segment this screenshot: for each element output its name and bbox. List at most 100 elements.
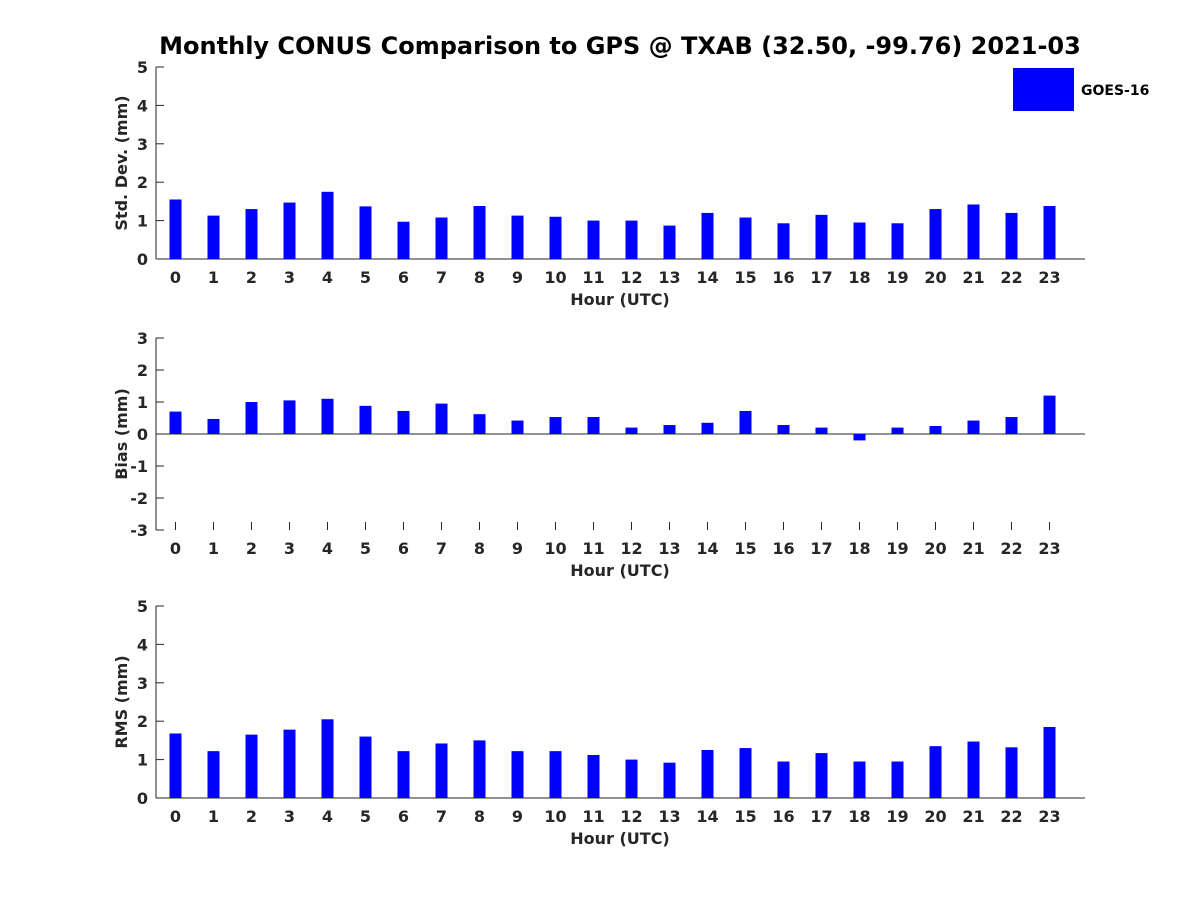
y-tick-label: 3 [137,135,148,154]
bar-std-dev-mm-hour-4 [321,191,334,259]
x-axis-label: Hour (UTC) [570,290,670,309]
x-tick-label: 2 [246,807,257,826]
bar-bias-mm-hour-4 [321,398,334,434]
y-tick-label: 5 [137,58,148,77]
x-tick-label: 10 [544,268,566,287]
x-tick-label: 17 [810,268,832,287]
bar-bias-mm-hour-8 [473,414,486,434]
bar-rms-mm-hour-16 [777,761,790,798]
x-tick-label: 9 [512,807,523,826]
x-tick-label: 9 [512,268,523,287]
x-tick-label: 15 [734,539,756,558]
x-tick-label: 18 [848,268,870,287]
y-tick-label: -3 [130,521,148,540]
x-tick-label: 13 [658,268,680,287]
bar-bias-mm-hour-14 [701,422,714,434]
x-tick-label: 19 [886,539,908,558]
x-tick-label: 10 [544,807,566,826]
x-tick-label: 3 [284,268,295,287]
bar-bias-mm-hour-17 [815,427,828,434]
x-tick-label: 4 [322,268,333,287]
x-tick-label: 19 [886,807,908,826]
y-tick-label: 3 [137,329,148,348]
x-tick-label: 2 [246,268,257,287]
x-tick-label: 6 [398,268,409,287]
y-tick-label: 1 [137,212,148,231]
bar-std-dev-mm-hour-10 [549,216,562,259]
x-tick-label: 7 [436,807,447,826]
bar-std-dev-mm-hour-14 [701,212,714,259]
y-tick-label: 2 [137,361,148,380]
bar-std-dev-mm-hour-0 [169,199,182,259]
bar-bias-mm-hour-10 [549,417,562,434]
bar-rms-mm-hour-21 [967,741,980,798]
y-axis-label: RMS (mm) [112,655,131,748]
x-axis-label: Hour (UTC) [570,561,670,580]
y-tick-label: 2 [137,712,148,731]
bar-std-dev-mm-hour-12 [625,220,638,259]
bar-bias-mm-hour-20 [929,426,942,434]
y-tick-label: 5 [137,597,148,616]
y-tick-label: 4 [137,96,148,115]
x-tick-label: 16 [772,539,794,558]
x-tick-label: 11 [582,539,604,558]
bar-rms-mm-hour-7 [435,743,448,798]
y-tick-label: 3 [137,674,148,693]
x-tick-label: 5 [360,268,371,287]
bar-std-dev-mm-hour-16 [777,223,790,259]
y-tick-label: 0 [137,425,148,444]
y-tick-label: 2 [137,173,148,192]
bar-rms-mm-hour-2 [245,734,258,798]
bar-bias-mm-hour-22 [1005,417,1018,434]
bar-bias-mm-hour-19 [891,427,904,434]
legend: GOES-16 [1013,68,1149,111]
x-tick-label: 12 [620,539,642,558]
legend-swatch [1013,68,1074,111]
x-axis-label: Hour (UTC) [570,829,670,848]
x-tick-label: 4 [322,807,333,826]
y-tick-label: -1 [130,457,148,476]
x-tick-label: 13 [658,807,680,826]
y-tick-label: -2 [130,489,148,508]
x-tick-label: 15 [734,807,756,826]
bar-rms-mm-hour-6 [397,751,410,798]
y-axis-label: Bias (mm) [112,388,131,480]
x-tick-label: 14 [696,539,718,558]
bar-std-dev-mm-hour-3 [283,202,296,259]
x-tick-label: 0 [170,539,181,558]
x-tick-label: 22 [1000,807,1022,826]
x-tick-label: 0 [170,807,181,826]
bar-rms-mm-hour-5 [359,736,372,798]
x-tick-label: 18 [848,807,870,826]
x-tick-label: 3 [284,539,295,558]
bar-bias-mm-hour-11 [587,417,600,434]
bar-bias-mm-hour-9 [511,420,524,434]
x-tick-label: 11 [582,807,604,826]
x-tick-label: 6 [398,539,409,558]
x-tick-label: 2 [246,539,257,558]
bar-rms-mm-hour-18 [853,761,866,798]
x-tick-label: 22 [1000,539,1022,558]
bar-std-dev-mm-hour-19 [891,223,904,259]
bar-std-dev-mm-hour-8 [473,206,486,259]
bar-rms-mm-hour-13 [663,762,676,798]
bar-bias-mm-hour-12 [625,427,638,434]
x-tick-label: 21 [962,807,984,826]
bar-std-dev-mm-hour-20 [929,209,942,259]
y-tick-label: 1 [137,393,148,412]
x-tick-label: 4 [322,539,333,558]
bar-std-dev-mm-hour-5 [359,206,372,259]
bar-bias-mm-hour-16 [777,425,790,434]
x-tick-label: 17 [810,807,832,826]
bar-rms-mm-hour-17 [815,753,828,798]
x-tick-label: 16 [772,807,794,826]
bar-rms-mm-hour-0 [169,733,182,798]
x-tick-label: 8 [474,539,485,558]
x-tick-label: 23 [1038,807,1060,826]
bar-std-dev-mm-hour-2 [245,209,258,259]
bar-std-dev-mm-hour-18 [853,222,866,259]
bar-rms-mm-hour-10 [549,751,562,798]
bar-std-dev-mm-hour-11 [587,220,600,259]
